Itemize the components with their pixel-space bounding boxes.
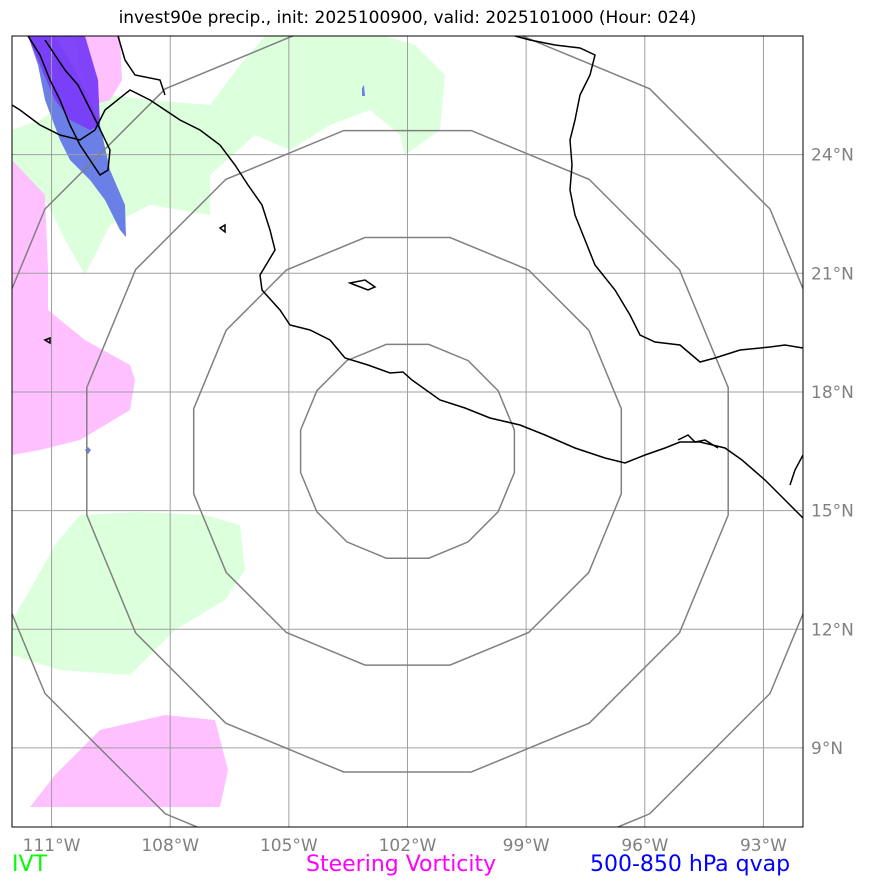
lon-tick-label: 93°W: [740, 836, 787, 856]
qvap-dot-north: [362, 85, 365, 96]
lat-tick-label: 24°N: [811, 146, 854, 166]
lon-tick-label: 108°W: [141, 836, 199, 856]
coastline-mexico-pacific: [12, 89, 803, 519]
vorticity-region-south: [30, 715, 228, 807]
qvap-dot-small: [85, 447, 91, 454]
island-tres-marias: [218, 223, 226, 234]
lat-tick-label: 15°N: [811, 502, 854, 522]
coastlines: [12, 36, 803, 519]
plot-frame: [11, 35, 804, 828]
island-revillagigedo: [43, 336, 51, 345]
lon-tick-label: 102°W: [379, 836, 437, 856]
lat-tick-label: 12°N: [811, 620, 854, 640]
lon-tick-label: 105°W: [260, 836, 318, 856]
legend-vorticity: Steering Vorticity: [306, 852, 497, 877]
range-ring-3: [86, 129, 729, 773]
lon-tick-label: 111°W: [23, 836, 81, 856]
vorticity-region-west: [12, 160, 135, 455]
range-rings: [12, 36, 803, 827]
ivt-region-south: [12, 512, 245, 675]
lagoon-oaxaca: [677, 434, 719, 449]
range-ring-2: [192, 236, 623, 666]
tick-labels: 111°W 108°W 105°W 102°W 99°W 96°W 93°W 24°N 21°N…: [23, 146, 854, 856]
legend-qvap: 500-850 hPa qvap: [590, 852, 791, 877]
map-title: invest90e precip., init: 2025100900, val…: [118, 8, 697, 28]
coastline-baja: [27, 36, 111, 177]
lat-tick-label: 9°N: [811, 739, 843, 759]
range-ring-1: [299, 343, 516, 559]
lon-tick-label: 99°W: [503, 836, 550, 856]
coastline-gulf: [514, 36, 803, 363]
qvap-region-core: [28, 36, 100, 130]
lat-tick-label: 18°N: [811, 383, 854, 403]
coastline-east: [789, 454, 803, 486]
graticule: [12, 36, 803, 827]
legend-ivt: IVT: [12, 852, 47, 877]
range-ring-4: [12, 36, 803, 827]
lon-tick-label: 96°W: [621, 836, 668, 856]
lat-tick-label: 21°N: [811, 264, 854, 284]
lake-chapala: [347, 279, 377, 291]
coastline-baja-west: [117, 36, 166, 96]
